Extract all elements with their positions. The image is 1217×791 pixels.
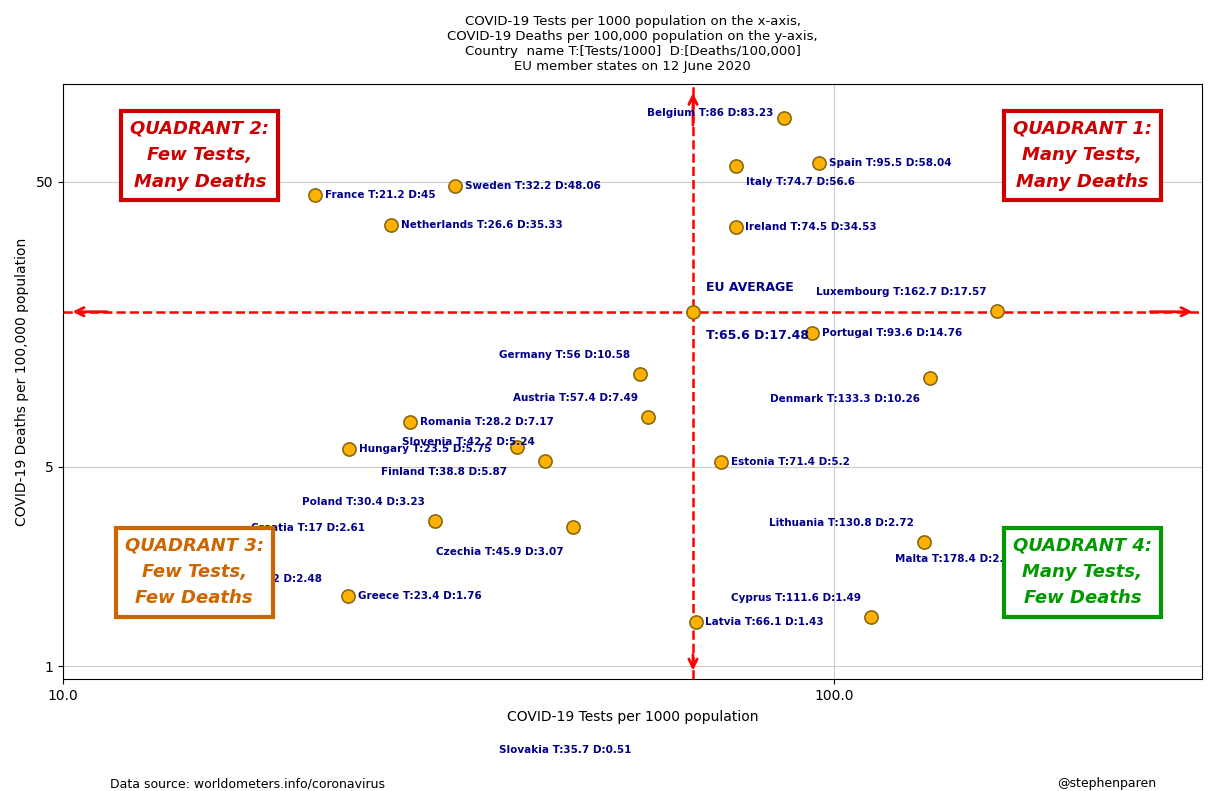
Point bbox=[712, 456, 731, 468]
Text: Poland T:30.4 D:3.23: Poland T:30.4 D:3.23 bbox=[302, 497, 425, 507]
Point bbox=[683, 305, 702, 318]
Text: Austria T:57.4 D:7.49: Austria T:57.4 D:7.49 bbox=[514, 392, 638, 403]
Point bbox=[987, 305, 1006, 317]
Y-axis label: COVID-19 Deaths per 100,000 population: COVID-19 Deaths per 100,000 population bbox=[15, 237, 29, 526]
Text: Ireland T:74.5 D:34.53: Ireland T:74.5 D:34.53 bbox=[746, 222, 877, 233]
Text: Hungary T:23.5 D:5.75: Hungary T:23.5 D:5.75 bbox=[359, 445, 492, 455]
Point bbox=[426, 515, 445, 528]
Text: Slovakia T:35.7 D:0.51: Slovakia T:35.7 D:0.51 bbox=[499, 744, 632, 755]
Text: Spain T:95.5 D:58.04: Spain T:95.5 D:58.04 bbox=[829, 158, 952, 168]
Text: Croatia T:17 D:2.61: Croatia T:17 D:2.61 bbox=[251, 524, 365, 533]
Point bbox=[725, 221, 745, 234]
Point bbox=[231, 541, 251, 554]
Point bbox=[305, 188, 325, 201]
Point bbox=[809, 157, 829, 169]
Text: EU AVERAGE: EU AVERAGE bbox=[706, 282, 793, 294]
Text: QUADRANT 2:
Few Tests,
Many Deaths: QUADRANT 2: Few Tests, Many Deaths bbox=[130, 120, 269, 191]
Text: Czechia T:45.9 D:3.07: Czechia T:45.9 D:3.07 bbox=[436, 547, 563, 558]
Point bbox=[914, 536, 933, 548]
Text: Germany T:56 D:10.58: Germany T:56 D:10.58 bbox=[499, 350, 630, 360]
Title: COVID-19 Tests per 1000 population on the x-axis,
COVID-19 Deaths per 100,000 po: COVID-19 Tests per 1000 population on th… bbox=[448, 15, 818, 73]
Point bbox=[563, 521, 583, 534]
Point bbox=[686, 615, 706, 628]
Text: Greece T:23.4 D:1.76: Greece T:23.4 D:1.76 bbox=[358, 591, 482, 601]
Text: France T:21.2 D:45: France T:21.2 D:45 bbox=[325, 190, 436, 199]
Text: Estonia T:71.4 D:5.2: Estonia T:71.4 D:5.2 bbox=[731, 457, 851, 467]
Point bbox=[774, 112, 793, 125]
Text: Data source: worldometers.info/coronavirus: Data source: worldometers.info/coronavir… bbox=[110, 777, 385, 790]
Text: Lithuania T:130.8 D:2.72: Lithuania T:130.8 D:2.72 bbox=[769, 518, 914, 528]
Point bbox=[802, 327, 821, 339]
Point bbox=[338, 590, 358, 603]
Text: Romania T:28.2 D:7.17: Romania T:28.2 D:7.17 bbox=[420, 417, 554, 427]
Text: Italy T:74.7 D:56.6: Italy T:74.7 D:56.6 bbox=[746, 177, 856, 187]
Point bbox=[381, 218, 400, 231]
Text: Finland T:38.8 D:5.87: Finland T:38.8 D:5.87 bbox=[381, 467, 507, 477]
Point bbox=[507, 441, 527, 453]
Text: @stephenparen: @stephenparen bbox=[1058, 777, 1156, 790]
Text: QUADRANT 3:
Few Tests,
Few Deaths: QUADRANT 3: Few Tests, Few Deaths bbox=[124, 536, 264, 607]
Point bbox=[862, 611, 881, 623]
Text: Cyprus T:111.6 D:1.49: Cyprus T:111.6 D:1.49 bbox=[730, 592, 860, 603]
Text: Sweden T:32.2 D:48.06: Sweden T:32.2 D:48.06 bbox=[465, 181, 600, 191]
Text: Bulgaria T:14.2 D:2.48: Bulgaria T:14.2 D:2.48 bbox=[191, 573, 323, 584]
Text: Slovenia T:42.2 D:5.24: Slovenia T:42.2 D:5.24 bbox=[402, 437, 535, 447]
Text: Portugal T:93.6 D:14.76: Portugal T:93.6 D:14.76 bbox=[821, 327, 963, 338]
X-axis label: COVID-19 Tests per 1000 population: COVID-19 Tests per 1000 population bbox=[506, 710, 758, 724]
Point bbox=[340, 443, 359, 456]
Point bbox=[400, 416, 420, 429]
Point bbox=[727, 160, 746, 172]
Point bbox=[1019, 572, 1038, 585]
Point bbox=[630, 368, 650, 380]
Point bbox=[445, 180, 465, 193]
Text: Latvia T:66.1 D:1.43: Latvia T:66.1 D:1.43 bbox=[706, 617, 824, 627]
Point bbox=[639, 411, 658, 423]
Point bbox=[170, 547, 190, 560]
Text: Malta T:178.4 D:2.04: Malta T:178.4 D:2.04 bbox=[894, 554, 1017, 564]
Text: Netherlands T:26.6 D:35.33: Netherlands T:26.6 D:35.33 bbox=[400, 220, 562, 229]
Text: Denmark T:133.3 D:10.26: Denmark T:133.3 D:10.26 bbox=[770, 394, 920, 403]
Text: QUADRANT 1:
Many Tests,
Many Deaths: QUADRANT 1: Many Tests, Many Deaths bbox=[1013, 120, 1152, 191]
Point bbox=[535, 455, 555, 467]
Point bbox=[479, 744, 499, 756]
Text: Luxembourg T:162.7 D:17.57: Luxembourg T:162.7 D:17.57 bbox=[817, 287, 987, 297]
Text: T:65.6 D:17.48: T:65.6 D:17.48 bbox=[706, 329, 809, 342]
Text: Belgium T:86 D:83.23: Belgium T:86 D:83.23 bbox=[647, 108, 774, 119]
Text: QUADRANT 4:
Many Tests,
Few Deaths: QUADRANT 4: Many Tests, Few Deaths bbox=[1013, 536, 1152, 607]
Point bbox=[920, 372, 940, 384]
